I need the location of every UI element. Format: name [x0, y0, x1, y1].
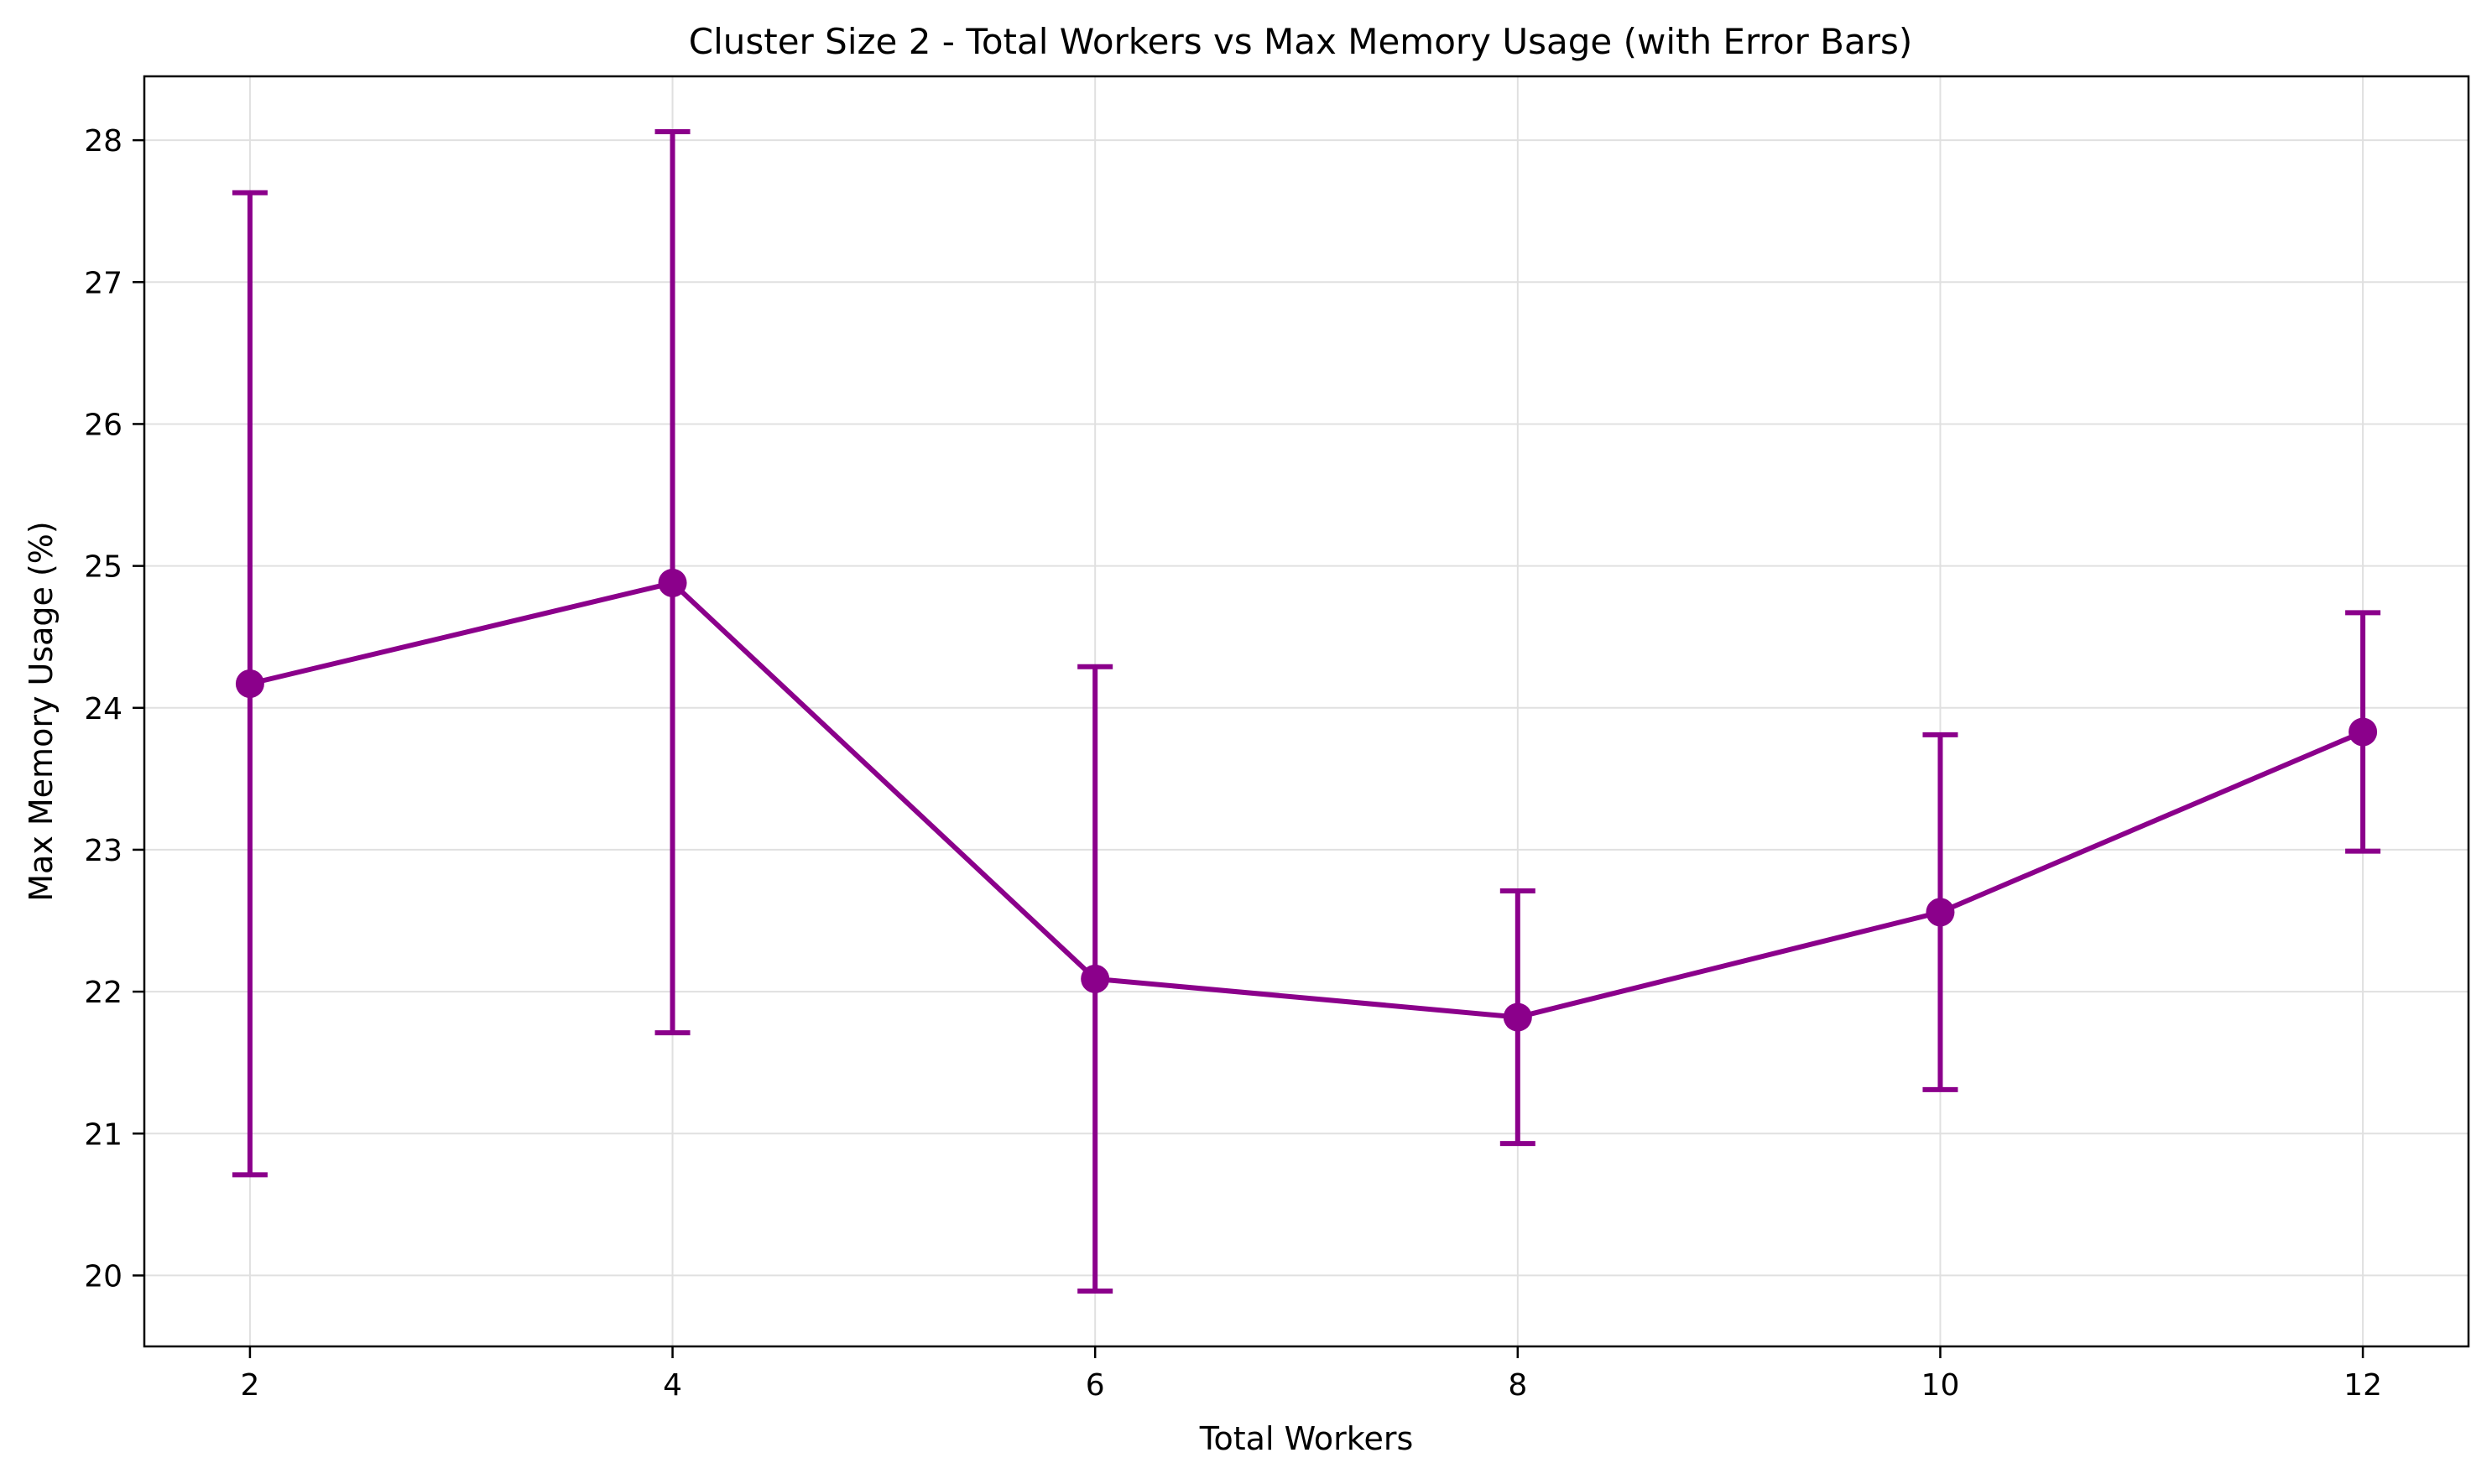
data-point-8: [1503, 1002, 1532, 1032]
data-point-6: [1081, 964, 1110, 993]
y-tick-label-27: 27: [84, 266, 123, 300]
grid-lines: [144, 76, 2469, 1346]
y-axis-label: Max Memory Usage (%): [23, 521, 60, 902]
chart-title: Cluster Size 2 - Total Workers vs Max Me…: [689, 21, 1913, 62]
series-line: [249, 580, 2364, 1020]
data-point-4: [658, 568, 687, 597]
y-tick-label-28: 28: [84, 124, 123, 159]
x-tick-label-10: 10: [1921, 1368, 1960, 1403]
y-tick-label-26: 26: [84, 408, 123, 442]
plot-frame: [143, 75, 2470, 1348]
y-tick-label-22: 22: [84, 976, 123, 1010]
data-series: [232, 128, 2381, 1294]
y-tick-label-24: 24: [84, 692, 123, 726]
data-point-10: [1926, 898, 1955, 927]
data-point-12: [2349, 717, 2378, 747]
y-tick-label-21: 21: [84, 1117, 123, 1152]
x-axis-label: Total Workers: [1199, 1420, 1414, 1457]
x-tick-label-6: 6: [1086, 1368, 1105, 1403]
data-point-2: [235, 669, 264, 699]
y-tick-label-25: 25: [84, 550, 123, 585]
x-tick-label-12: 12: [2343, 1368, 2382, 1403]
x-tick-label-2: 2: [240, 1368, 259, 1403]
x-tick-label-8: 8: [1508, 1368, 1527, 1403]
x-tick-label-4: 4: [663, 1368, 682, 1403]
y-tick-label-20: 20: [84, 1259, 123, 1294]
y-tick-label-23: 23: [84, 834, 123, 868]
